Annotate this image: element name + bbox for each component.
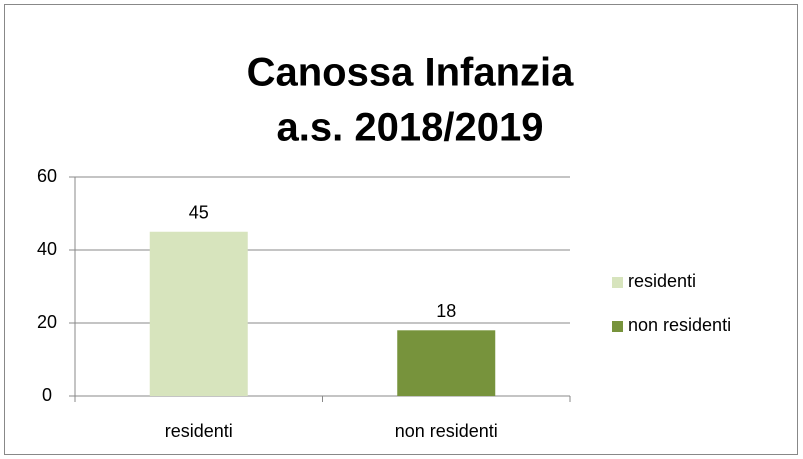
data-label: 45 bbox=[189, 203, 209, 223]
y-tick-label: 20 bbox=[37, 312, 57, 332]
data-label: 18 bbox=[436, 301, 456, 321]
bar bbox=[149, 231, 248, 396]
x-tick-label: residenti bbox=[165, 421, 233, 441]
legend-label: non residenti bbox=[628, 315, 731, 335]
legend-label: residenti bbox=[628, 271, 696, 291]
y-tick-label: 40 bbox=[37, 239, 57, 259]
chart-title: Canossa Infanzia bbox=[247, 51, 575, 95]
legend-swatch bbox=[612, 277, 623, 288]
bar bbox=[397, 330, 496, 396]
y-tick-label: 60 bbox=[37, 166, 57, 186]
x-tick-label: non residenti bbox=[395, 421, 498, 441]
chart-title: a.s. 2018/2019 bbox=[277, 106, 544, 150]
legend-swatch bbox=[612, 321, 623, 332]
y-tick-label: 0 bbox=[42, 385, 52, 405]
